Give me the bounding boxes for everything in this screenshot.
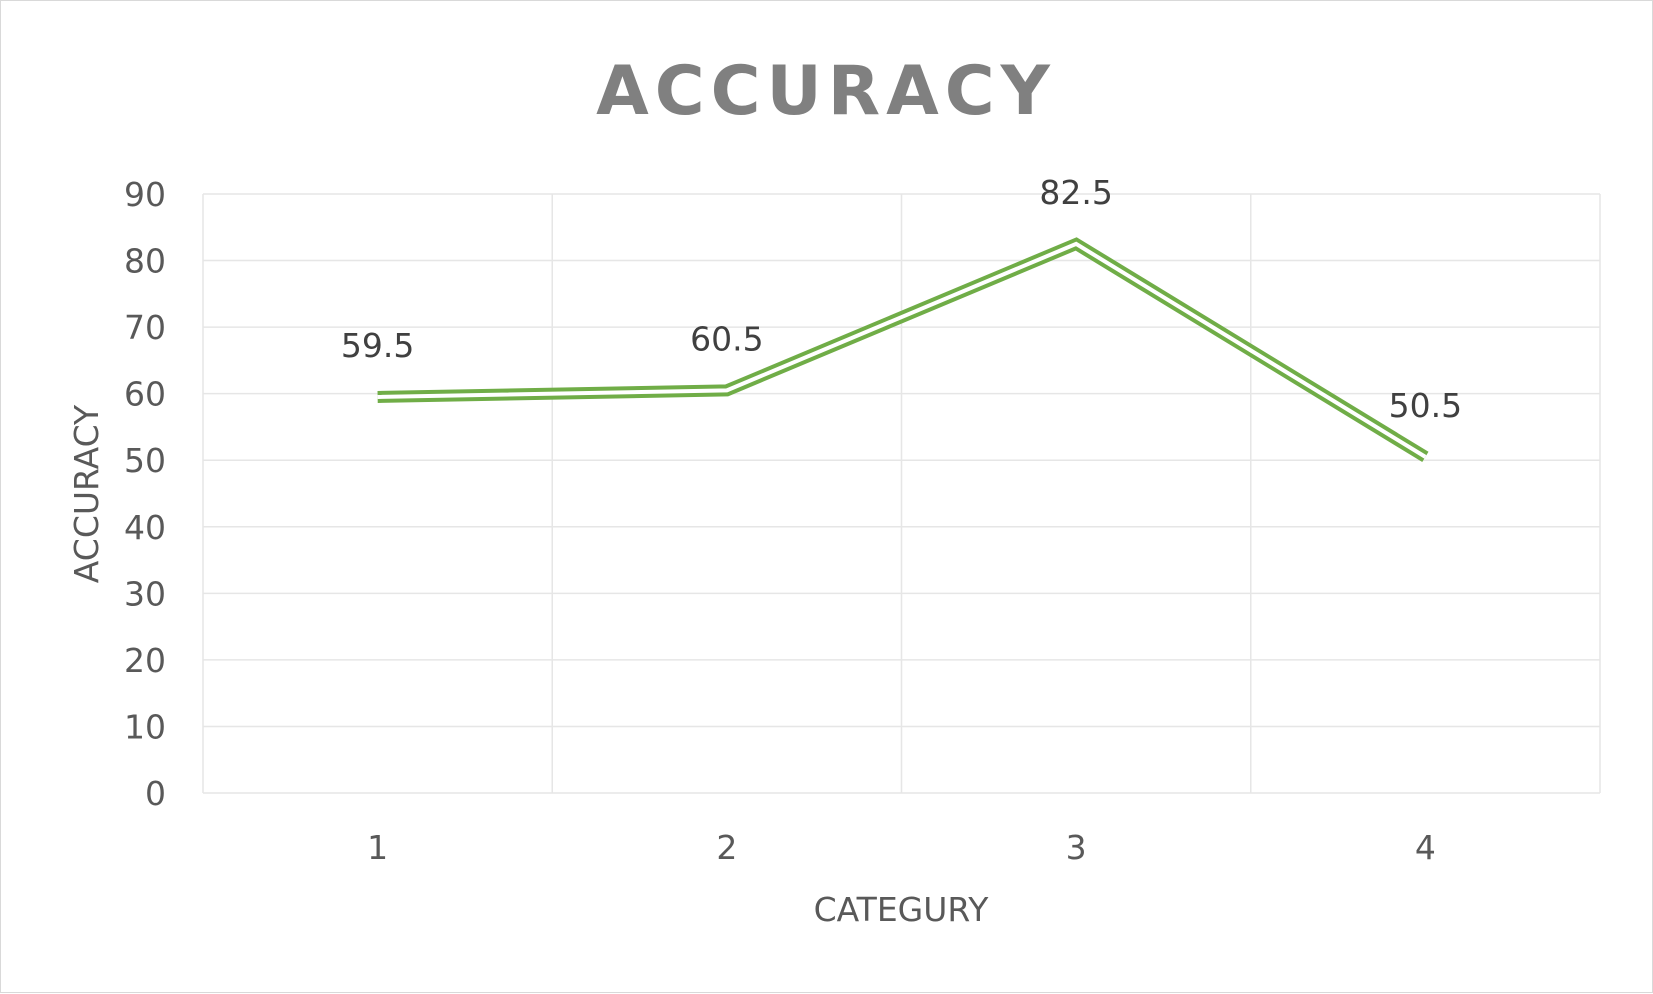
y-tick-label: 40 [124, 508, 166, 547]
y-tick-label: 0 [145, 774, 166, 813]
y-tick-label: 10 [124, 707, 166, 746]
y-axis-title: ACCURACY [67, 404, 106, 583]
x-tick-label: 4 [1415, 828, 1436, 867]
data-label: 50.5 [1389, 386, 1462, 425]
y-tick-label: 30 [124, 574, 166, 613]
data-label: 60.5 [690, 319, 763, 358]
y-tick-label: 90 [124, 175, 166, 214]
x-axis-title: CATEGURY [814, 890, 990, 929]
series-line-inner [377, 241, 1427, 459]
x-axis-ticks: 1 2 3 4 [367, 828, 1436, 867]
series-lines [377, 237, 1429, 463]
x-tick-label: 3 [1066, 828, 1087, 867]
gridlines [202, 193, 1601, 794]
y-tick-label: 50 [124, 441, 166, 480]
data-label: 59.5 [341, 326, 414, 365]
y-tick-label: 80 [124, 242, 166, 281]
data-labels: 59.5 60.5 82.5 50.5 [341, 173, 1462, 425]
y-tick-label: 60 [124, 375, 166, 414]
y-axis-ticks: 0 10 20 30 40 50 60 70 80 90 [124, 175, 166, 813]
chart-title: ACCURACY [596, 52, 1056, 131]
x-tick-label: 2 [716, 828, 737, 867]
y-tick-label: 20 [124, 641, 166, 680]
y-tick-label: 70 [124, 308, 166, 347]
data-label: 82.5 [1039, 173, 1112, 212]
x-tick-label: 1 [367, 828, 388, 867]
